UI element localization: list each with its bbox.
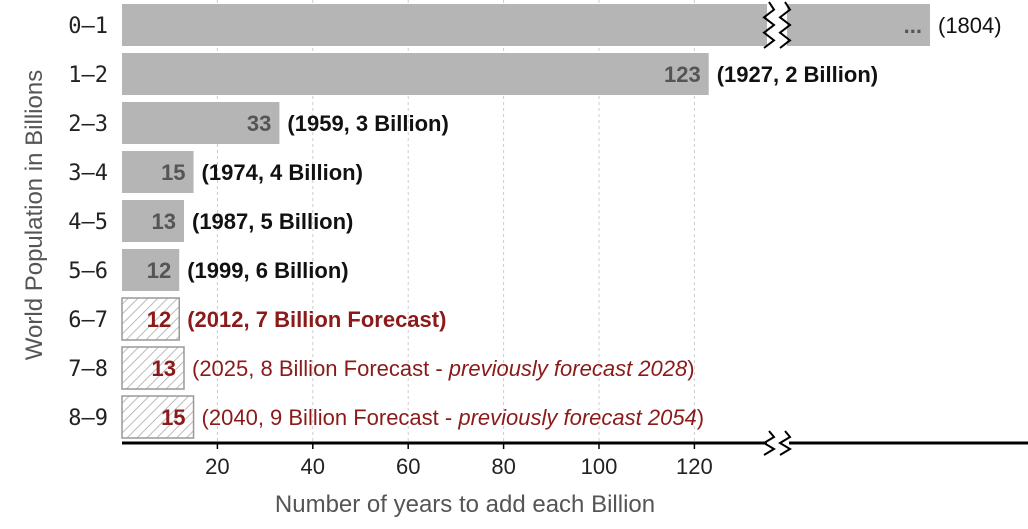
annotation-part: (1804): [938, 13, 1002, 38]
category-label: 1–2: [68, 63, 108, 88]
bar-value-label: ...: [904, 13, 922, 38]
y-axis-title: World Population in Billions: [21, 70, 48, 360]
bar-break-mark: [762, 1, 776, 49]
labels: 0–1... (1804) 1–2 123 (1927, 2 Billion) 2–3 33…: [68, 13, 1001, 431]
category-label: 2–3: [68, 112, 108, 137]
bar-annotation: (1974, 4 Billion): [202, 160, 363, 185]
bar-value-label: 13: [152, 209, 176, 234]
annotation-part: previously forecast 2054: [457, 405, 696, 430]
annotation-part: (2025, 8 Billion Forecast -: [192, 356, 449, 381]
bars: [121, 1, 930, 439]
bar-annotation: (2040, 9 Billion Forecast - previously f…: [202, 405, 705, 430]
bar: [122, 249, 180, 291]
bar: [122, 102, 280, 144]
category-label: 7–8: [68, 357, 108, 382]
bar-annotation: (2025, 8 Billion Forecast - previously f…: [192, 356, 695, 381]
bar-annotation: (2012, 7 Billion Forecast): [187, 307, 446, 332]
bar: [122, 151, 194, 193]
x-tick-label: 60: [396, 454, 420, 479]
bar: [121, 346, 185, 390]
category-label: 4–5: [68, 210, 108, 235]
category-label: 3–4: [68, 161, 108, 186]
x-tick-label: 100: [581, 454, 618, 479]
bar-value-label: 12: [147, 307, 171, 332]
axis-break-mark: [762, 430, 776, 456]
x-tick-label: 20: [205, 454, 229, 479]
bar: [122, 200, 185, 242]
bar: [122, 4, 930, 46]
annotation-part: (2040, 9 Billion Forecast -: [202, 405, 459, 430]
bar-break-mark: [778, 1, 792, 49]
bar-value-label: 33: [247, 111, 271, 136]
annotation-part: ): [697, 405, 704, 430]
bar-annotation: (1987, 5 Billion): [192, 209, 353, 234]
annotation-part: (1959, 3 Billion): [287, 111, 448, 136]
annotation-part: (1999, 6 Billion): [187, 258, 348, 283]
bar-annotation: (1804): [938, 13, 1002, 38]
bar-break-gap: [767, 2, 787, 48]
category-label: 0–1: [68, 14, 108, 39]
bar-value-label: 13: [152, 356, 176, 381]
category-label: 8–9: [68, 406, 108, 431]
annotation-part: (1927, 2 Billion): [717, 62, 878, 87]
bar-annotation: (1959, 3 Billion): [287, 111, 448, 136]
bar: [121, 395, 195, 439]
bar-value-label: 123: [664, 62, 701, 87]
annotation-part: ): [687, 356, 694, 381]
x-axis: 20 40 60 80 100 120: [122, 430, 1028, 479]
bar-annotation: (1927, 2 Billion): [717, 62, 878, 87]
bar: [121, 297, 180, 341]
category-label: 5–6: [68, 259, 108, 284]
annotation-part: (2012, 7 Billion Forecast): [187, 307, 446, 332]
bar-value-label: 12: [147, 258, 171, 283]
x-axis-title: Number of years to add each Billion: [275, 491, 655, 518]
bar-value-label: 15: [161, 160, 185, 185]
annotation-part: previously forecast 2028: [448, 356, 688, 381]
annotation-part: (1987, 5 Billion): [192, 209, 353, 234]
x-tick-label: 40: [301, 454, 325, 479]
bar-value-label: 15: [161, 405, 185, 430]
category-label: 6–7: [68, 308, 108, 333]
axis-break-mark: [778, 430, 792, 456]
x-tick-label: 120: [676, 454, 713, 479]
bar: [122, 53, 709, 95]
annotation-part: (1974, 4 Billion): [202, 160, 363, 185]
x-tick-label: 80: [491, 454, 515, 479]
bar-annotation: (1999, 6 Billion): [187, 258, 348, 283]
